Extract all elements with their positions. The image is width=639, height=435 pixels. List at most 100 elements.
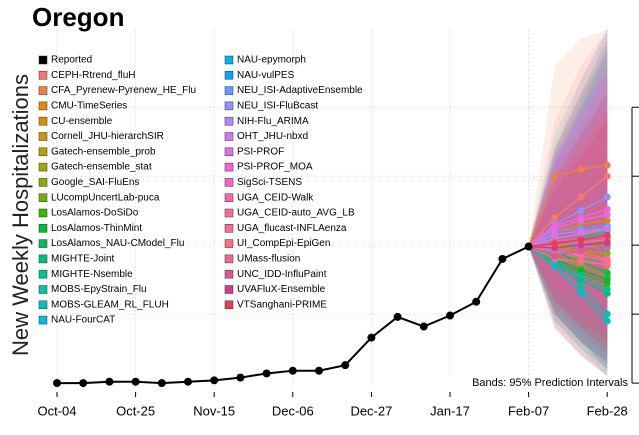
legend-label: UGA_CEID-auto_AVG_LB (237, 208, 355, 219)
legend-label: VTSanghani-PRIME (237, 299, 327, 310)
legend-label: UGA_CEID-Walk (237, 192, 314, 203)
legend-swatch (38, 208, 48, 218)
forecast-point (603, 193, 611, 201)
prediction-band (528, 38, 608, 363)
legend-label: Gatech-ensemble_prob (51, 146, 156, 157)
prediction-band (528, 121, 608, 349)
forecast-line (528, 244, 608, 257)
forecast-line (528, 208, 608, 248)
reported-point (472, 297, 481, 306)
legend-label: UNC_IDD-InfluPaint (237, 269, 327, 280)
forecast-point (603, 285, 611, 293)
prediction-band (528, 79, 608, 349)
forecast-point (603, 161, 611, 169)
prediction-band (528, 107, 608, 370)
legend-label: Google_SAI-FluEns (51, 177, 139, 188)
legend-label: NAU-FourCAT (51, 315, 115, 326)
forecast-point (577, 258, 585, 266)
legend-label: MOBS-EpyStrain_Flu (51, 284, 147, 295)
forecast-point (577, 247, 585, 255)
legend-swatch (224, 208, 234, 218)
forecast-point (577, 227, 585, 235)
forecast-point (551, 222, 559, 230)
legend-swatch (38, 101, 48, 111)
forecast-line (528, 234, 608, 248)
reported-point (341, 361, 350, 370)
reported-point (105, 377, 114, 386)
prediction-band (528, 93, 608, 335)
legend-label: CMU-TimeSeries (51, 101, 127, 112)
legend-swatch (224, 101, 234, 111)
forecast-line (528, 245, 608, 322)
reported-point (53, 379, 61, 388)
forecast-point (577, 241, 585, 249)
legend-label: LosAlamos_NAU-CModel_Flu (51, 238, 184, 249)
x-tick-label: Oct-25 (116, 403, 155, 418)
legend-swatch (224, 300, 234, 310)
forecast-point (551, 172, 559, 180)
note-box (436, 375, 632, 391)
legend-swatch (224, 254, 234, 264)
legend-label: CU-ensemble (51, 116, 113, 127)
axes: Oct-04 Oct-25 Nov-15 Dec-06 Dec-27 Jan-17 Feb-… (37, 106, 639, 418)
legend-swatch (224, 285, 234, 294)
legend-swatch (224, 55, 234, 65)
reported-point (79, 379, 88, 388)
forecast-point (603, 216, 611, 224)
chart-title: Oregon (32, 2, 124, 32)
legend-label: UI_CompEpi-EpiGen (237, 238, 330, 249)
forecast-line (528, 241, 608, 249)
legend-swatch (224, 178, 234, 187)
forecast-line (528, 245, 608, 266)
reported-point (524, 242, 533, 251)
forecast-point (603, 172, 611, 180)
x-tick-label: Feb-07 (508, 403, 549, 418)
forecast-line (528, 245, 608, 290)
prediction-band (528, 30, 608, 287)
forecast-point (603, 255, 611, 263)
legend-swatch (38, 269, 48, 279)
legend-label: NIH-Flu_ARIMA (237, 116, 309, 127)
reported-point (498, 254, 507, 263)
legend-label: MOBS-GLEAM_RL_FLUH (51, 299, 169, 310)
legend-label: UVAFluX-Ensemble (237, 284, 326, 295)
forecast-point (603, 225, 611, 233)
x-tick-label: Dec-27 (350, 403, 392, 418)
legend-swatch (224, 224, 234, 233)
legend-label: NEU_ISI-FluBcast (237, 101, 318, 112)
forecast-line (528, 214, 608, 248)
legend-swatch (38, 162, 48, 172)
legend-swatch (38, 132, 48, 141)
forecast-point (577, 283, 585, 291)
legend-label: UMass-flusion (237, 254, 300, 265)
forecast-line (528, 227, 608, 248)
legend-swatch (224, 86, 234, 95)
legend-swatch (38, 147, 48, 157)
prediction-band (528, 148, 608, 370)
legend-swatch (38, 86, 48, 95)
forecast-point (577, 207, 585, 215)
legend-swatch (38, 315, 48, 325)
forecast-point (577, 236, 585, 244)
legend-label: Gatech-ensemble_stat (51, 162, 152, 173)
legend-label: LUcompUncertLab-puca (51, 192, 160, 203)
prediction-band (528, 52, 608, 342)
forecast-point (603, 205, 611, 213)
forecast-line (527, 164, 608, 247)
legend-swatch (38, 254, 48, 264)
reported-point (131, 377, 140, 386)
legend-swatch (224, 193, 234, 202)
legend-swatch (38, 193, 48, 202)
note: Bands: 95% Prediction Intervals (472, 377, 628, 389)
forecast-line (528, 227, 608, 248)
legend-label: OHT_JHU-nbxd (237, 131, 308, 142)
reported-point (210, 376, 219, 385)
reported-point (262, 369, 271, 378)
reported-point (446, 311, 454, 320)
legend-label: LosAlamos-DoSiDo (51, 208, 139, 219)
legend-label: CFA_Pyrenew-Pyrenew_HE_Flu (51, 85, 196, 96)
legend-swatch (224, 147, 234, 157)
x-tick-label: Feb-28 (587, 403, 628, 418)
reported-point (184, 377, 192, 386)
